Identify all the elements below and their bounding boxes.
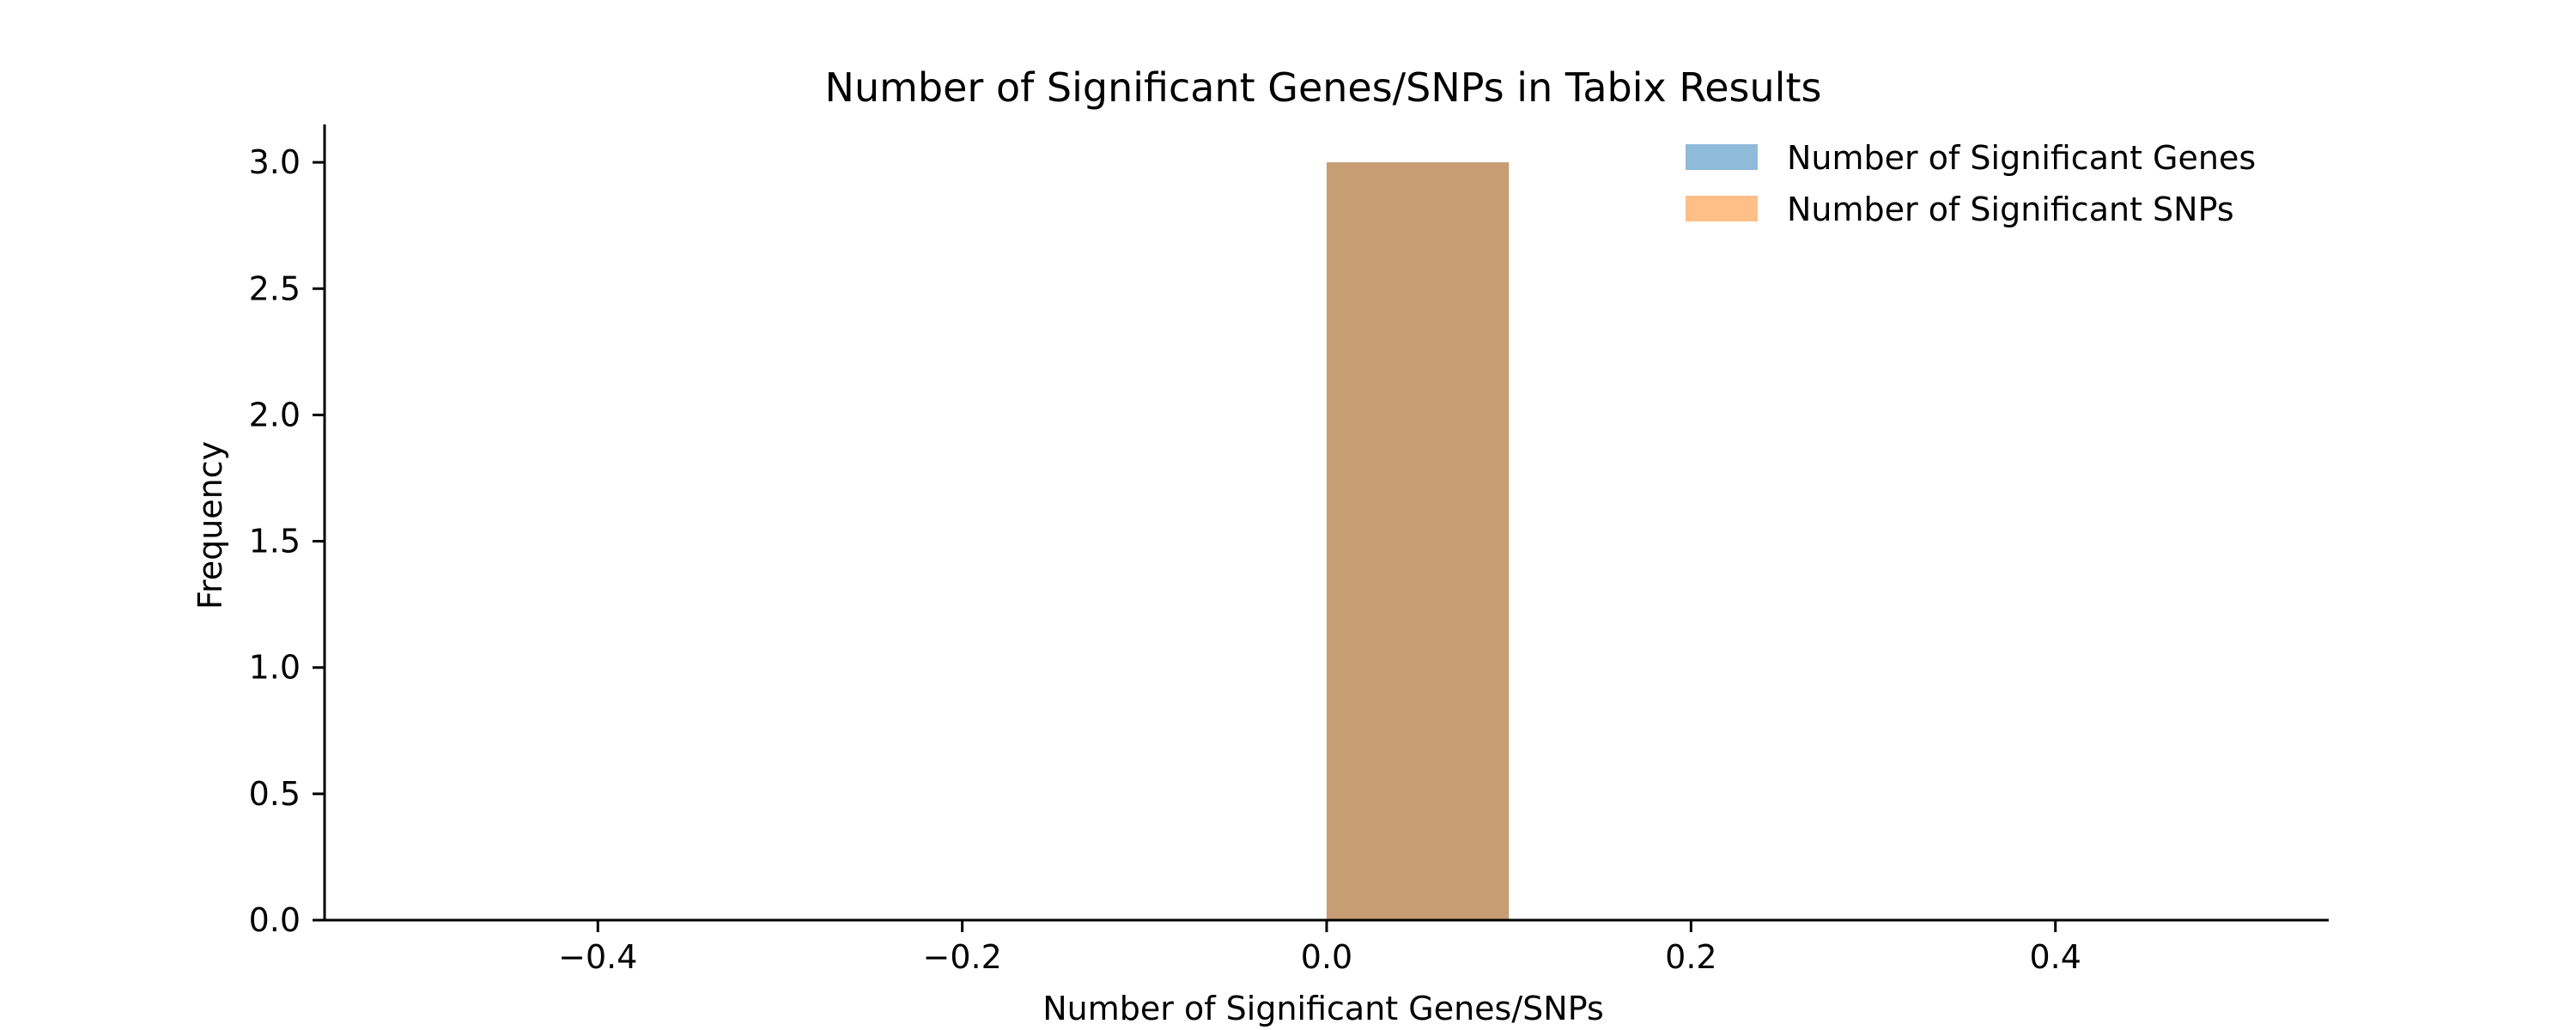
y-tick-label: 1.0 (249, 649, 301, 687)
x-tick-label: 0.2 (1665, 938, 1716, 976)
y-tick-label: 2.5 (249, 270, 301, 307)
bars-layer (1327, 162, 1510, 921)
bar-series-1-bin-0 (1327, 162, 1510, 921)
y-axis-title: Frequency (191, 441, 229, 609)
x-axis-title: Number of Significant Genes/SNPs (1042, 990, 1604, 1027)
y-tick-label: 0.5 (249, 775, 301, 813)
legend-label-1: Number of Significant SNPs (1787, 191, 2234, 228)
x-tick-label: 0.0 (1301, 938, 1352, 976)
legend-swatch-1 (1686, 196, 1758, 221)
y-tick-label: 3.0 (249, 143, 301, 181)
x-tick-label: −0.4 (558, 938, 637, 976)
legend-label-0: Number of Significant Genes (1787, 139, 2256, 177)
y-ticks: 0.0 0.5 1.0 1.5 2.0 2.5 3.0 (249, 143, 325, 939)
legend-swatch-0 (1686, 144, 1758, 170)
y-tick-label: 1.5 (249, 523, 301, 560)
legend: Number of Significant Genes Number of Sig… (1686, 139, 2256, 228)
y-tick-label: 2.0 (249, 396, 301, 433)
x-tick-label: 0.4 (2030, 938, 2081, 976)
chart-title: Number of Significant Genes/SNPs in Tabi… (825, 64, 1822, 111)
y-tick-label: 0.0 (249, 901, 301, 939)
x-tick-label: −0.2 (922, 938, 1001, 976)
x-ticks: −0.4 −0.2 0.0 0.2 0.4 (558, 920, 2081, 976)
